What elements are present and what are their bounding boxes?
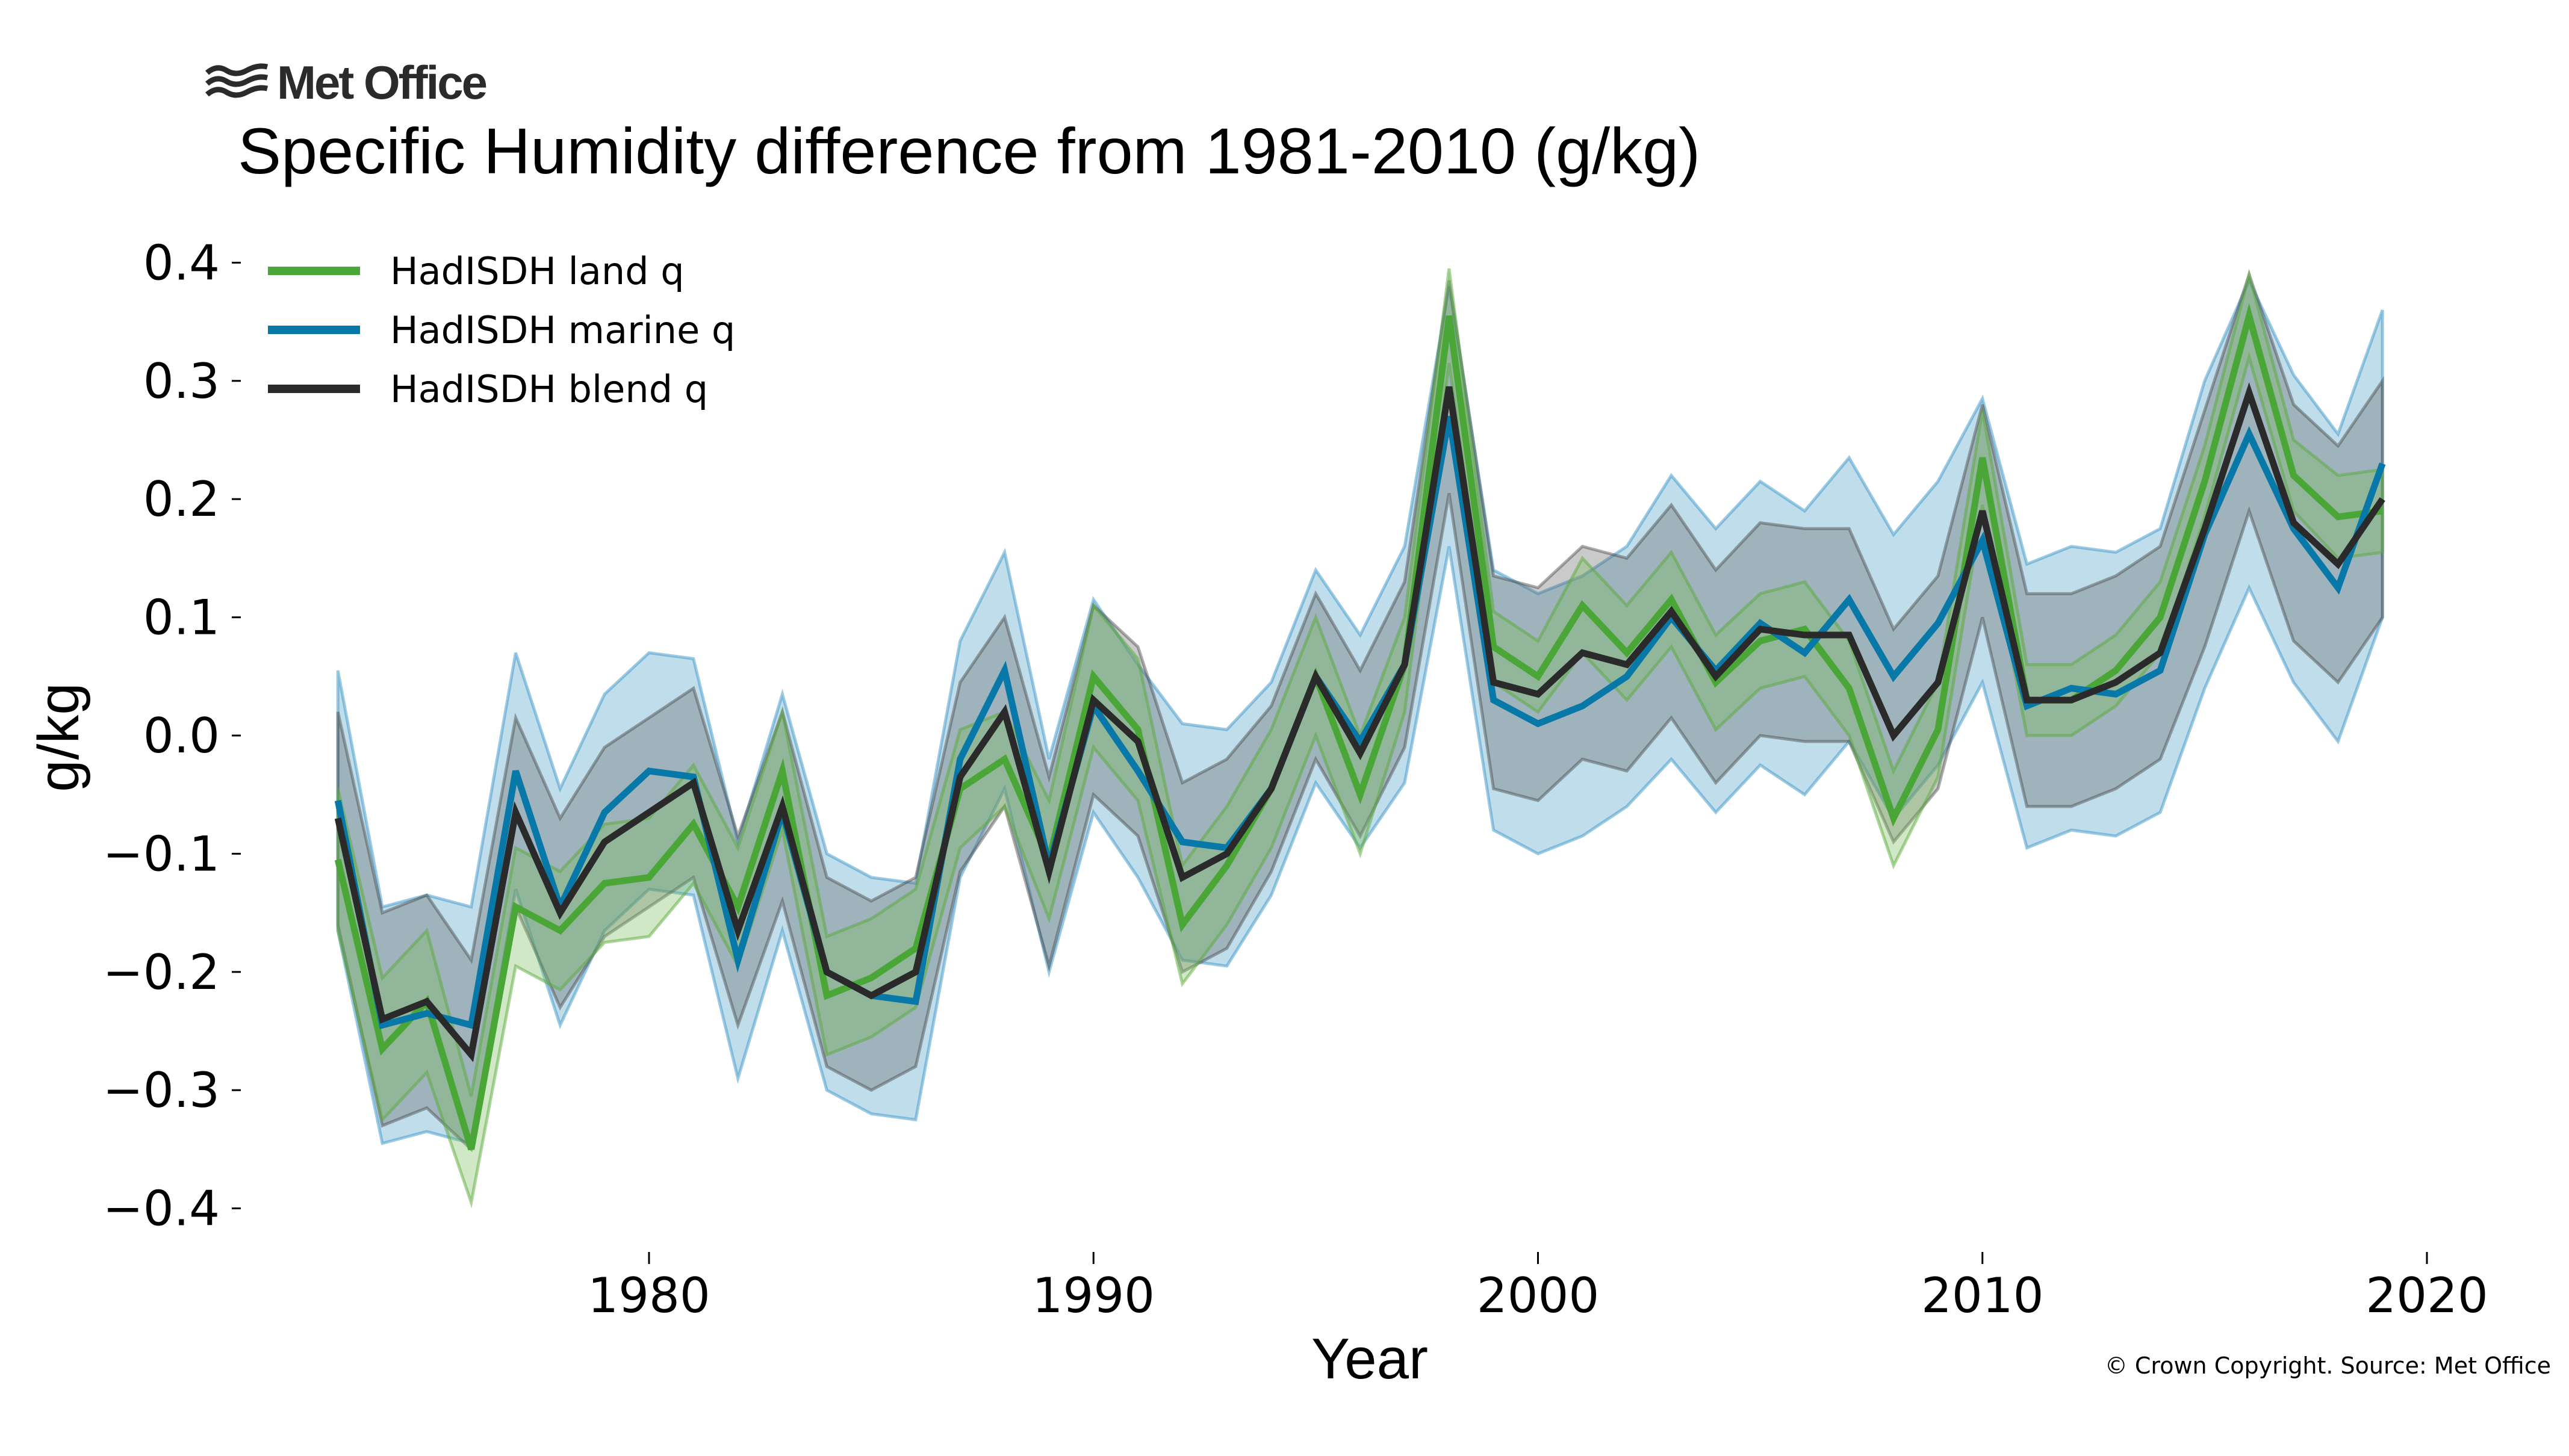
x-axis: 1980 1990 2000 2010 2020 xyxy=(588,1252,2488,1324)
y-tick-label: 0.3 xyxy=(143,353,220,409)
x-axis-label: Year xyxy=(1311,1327,1428,1391)
y-axis-label: g/kg xyxy=(26,683,91,792)
y-tick-label: −0.3 xyxy=(103,1062,220,1118)
brand-name: Met Office xyxy=(277,56,488,109)
x-tick-label: 2010 xyxy=(1921,1268,2044,1324)
line-hadisdh-blend-q xyxy=(334,382,2385,1062)
band-hadisdh-blend-q xyxy=(336,270,2384,1153)
legend-label: HadISDH land q xyxy=(390,249,685,293)
y-axis: 0.4 0.3 0.2 0.1 0.0 −0.1 −0.2 −0.3 −0.4 xyxy=(103,235,241,1237)
x-tick-label: 2000 xyxy=(1477,1268,1600,1324)
y-tick-label: −0.1 xyxy=(103,826,220,882)
legend: HadISDH land q HadISDH marine q HadISDH bl… xyxy=(268,249,735,411)
copyright-notice: © Crown Copyright. Source: Met Office xyxy=(2104,1352,2551,1379)
y-tick-label: −0.2 xyxy=(103,944,220,1000)
y-tick-label: 0.4 xyxy=(143,235,220,291)
y-tick-label: −0.4 xyxy=(103,1181,220,1237)
y-tick-label: 0.2 xyxy=(143,471,220,527)
met-office-logo: Met Office xyxy=(205,55,488,110)
x-tick-label: 1990 xyxy=(1032,1268,1155,1324)
y-tick-label: 0.0 xyxy=(143,708,220,764)
legend-label: HadISDH marine q xyxy=(390,308,735,352)
y-tick-label: 0.1 xyxy=(143,590,220,646)
x-tick-label: 1980 xyxy=(588,1268,710,1324)
chart-title: Specific Humidity difference from 1981-2… xyxy=(238,114,1701,187)
legend-label: HadISDH blend q xyxy=(390,367,708,411)
x-tick-label: 2020 xyxy=(2366,1268,2488,1324)
met-office-waves-icon xyxy=(205,63,269,98)
series-lines xyxy=(334,303,2386,1150)
